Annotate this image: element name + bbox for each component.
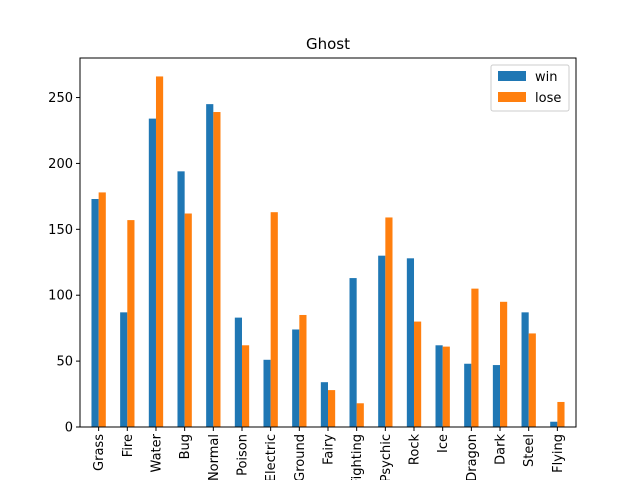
y-axis: 0 50 100 150 200 250	[48, 91, 80, 436]
bar-lose-flying	[557, 401, 565, 427]
x-tick-label-steel: Steel	[522, 434, 537, 467]
bar-win-fighting	[349, 278, 357, 427]
bar-win-grass	[91, 199, 99, 427]
bar-win-bug	[177, 171, 185, 427]
bar-lose-ice	[442, 346, 450, 427]
bar-win-normal	[206, 104, 214, 428]
chart-title: Ghost	[306, 35, 350, 53]
x-tick-label-grass: Grass	[92, 434, 107, 471]
bar-win-water	[148, 118, 156, 428]
x-axis: Grass Fire Water Bug Normal Poison Electric Gro…	[92, 427, 566, 480]
y-tick-label: 250	[48, 91, 73, 106]
bar-win-ground	[292, 329, 300, 427]
bar-win-fire	[120, 312, 128, 427]
bars-group	[91, 76, 565, 428]
y-tick-label: 150	[48, 223, 73, 238]
x-tick-label-ice: Ice	[436, 434, 451, 453]
legend-swatch-win	[498, 71, 526, 81]
bar-lose-psychic	[385, 217, 393, 427]
bar-win-fairy	[320, 382, 328, 427]
x-tick-label-fire: Fire	[121, 434, 136, 457]
x-tick-label-water: Water	[149, 433, 164, 472]
bar-win-flying	[550, 421, 558, 427]
bar-win-steel	[521, 312, 529, 427]
x-tick-label-fighting: Fighting	[350, 434, 365, 480]
y-tick-label: 200	[48, 157, 73, 172]
plot-frame	[79, 57, 577, 428]
bar-lose-electric	[270, 212, 278, 427]
y-tick-label: 50	[56, 355, 73, 370]
legend-label-win: win	[535, 70, 557, 85]
bar-lose-grass	[98, 192, 106, 427]
bar-win-dragon	[464, 363, 472, 427]
bar-lose-dark	[500, 301, 508, 427]
legend-swatch-lose	[498, 92, 526, 102]
bar-lose-steel	[528, 333, 536, 427]
bar-lose-normal	[213, 112, 221, 427]
legend-label-lose: lose	[535, 91, 561, 106]
x-tick-label-rock: Rock	[408, 434, 423, 466]
bar-lose-water	[155, 76, 164, 427]
bar-lose-fairy	[328, 390, 336, 427]
bar-win-electric	[263, 359, 271, 427]
x-tick-label-bug: Bug	[178, 434, 193, 459]
y-tick-label: 100	[48, 289, 73, 304]
bar-win-rock	[406, 258, 415, 427]
bar-lose-ground	[299, 314, 307, 427]
x-tick-label-poison: Poison	[235, 434, 250, 476]
bar-win-ice	[435, 345, 443, 427]
bar-lose-fire	[127, 220, 135, 427]
x-tick-label-flying: Flying	[551, 434, 566, 473]
bar-lose-bug	[184, 213, 192, 427]
bar-lose-rock	[414, 321, 422, 427]
bar-lose-fighting	[356, 403, 364, 427]
x-tick-label-dark: Dark	[494, 434, 509, 465]
x-tick-label-dragon: Dragon	[465, 434, 480, 480]
x-tick-label-fairy: Fairy	[322, 434, 337, 465]
x-tick-label-normal: Normal	[207, 434, 222, 480]
y-tick-label: 0	[65, 421, 73, 436]
legend: win lose	[490, 64, 570, 112]
x-tick-label-psychic: Psychic	[379, 434, 394, 480]
x-tick-label-ground: Ground	[293, 434, 308, 480]
bar-win-dark	[492, 365, 501, 427]
bar-lose-poison	[241, 345, 250, 427]
bar-win-psychic	[378, 255, 386, 427]
bar-win-poison	[234, 317, 242, 427]
x-tick-label-electric: Electric	[264, 434, 279, 480]
bar-lose-dragon	[471, 288, 479, 428]
